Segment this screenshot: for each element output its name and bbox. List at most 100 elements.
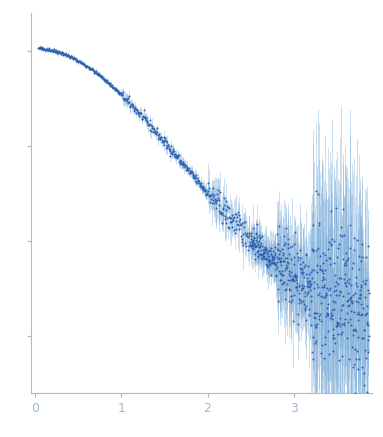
Point bbox=[325, 301, 331, 308]
Point bbox=[295, 254, 301, 261]
Point bbox=[83, 63, 90, 70]
Point bbox=[172, 150, 178, 157]
Point bbox=[258, 246, 264, 253]
Point bbox=[324, 305, 330, 312]
Point bbox=[282, 240, 288, 247]
Point bbox=[327, 315, 334, 322]
Point bbox=[263, 254, 269, 261]
Point bbox=[345, 318, 351, 325]
Point bbox=[286, 268, 292, 275]
Point bbox=[68, 52, 74, 59]
Point bbox=[228, 218, 234, 225]
Point bbox=[307, 277, 313, 284]
Point bbox=[297, 260, 303, 267]
Point bbox=[165, 142, 171, 149]
Point bbox=[150, 125, 156, 132]
Point bbox=[183, 166, 190, 173]
Point bbox=[359, 310, 365, 317]
Point bbox=[214, 191, 220, 198]
Point bbox=[302, 292, 308, 299]
Point bbox=[90, 67, 96, 74]
Point bbox=[118, 92, 124, 99]
Point bbox=[87, 65, 93, 72]
Point bbox=[363, 310, 369, 317]
Point bbox=[344, 257, 350, 264]
Point bbox=[315, 191, 321, 198]
Point bbox=[109, 84, 115, 91]
Point bbox=[251, 234, 257, 241]
Point bbox=[124, 95, 130, 102]
Point bbox=[283, 254, 290, 261]
Point bbox=[236, 212, 242, 218]
Point bbox=[316, 221, 322, 228]
Point bbox=[190, 172, 196, 179]
Point bbox=[260, 251, 266, 258]
Point bbox=[325, 246, 331, 253]
Point bbox=[85, 63, 91, 70]
Point bbox=[329, 307, 336, 314]
Point bbox=[58, 50, 64, 57]
Point bbox=[119, 91, 125, 98]
Point bbox=[78, 59, 84, 66]
Point bbox=[362, 312, 368, 319]
Point bbox=[285, 241, 291, 248]
Point bbox=[273, 265, 279, 272]
Point bbox=[73, 55, 79, 62]
Point bbox=[164, 144, 170, 151]
Point bbox=[93, 69, 99, 76]
Point bbox=[171, 147, 177, 154]
Point bbox=[276, 250, 282, 257]
Point bbox=[139, 115, 145, 122]
Point bbox=[292, 272, 298, 279]
Point bbox=[229, 218, 236, 225]
Point bbox=[204, 190, 210, 197]
Point bbox=[144, 117, 150, 124]
Point bbox=[321, 284, 327, 291]
Point bbox=[301, 301, 307, 308]
Point bbox=[112, 85, 118, 92]
Point bbox=[314, 320, 320, 327]
Point bbox=[221, 195, 227, 202]
Point bbox=[243, 232, 249, 239]
Point bbox=[287, 287, 293, 294]
Point bbox=[66, 53, 72, 60]
Point bbox=[120, 89, 126, 96]
Point bbox=[265, 263, 271, 270]
Point bbox=[319, 284, 325, 291]
Point bbox=[57, 49, 63, 56]
Point bbox=[152, 129, 158, 136]
Point bbox=[366, 289, 372, 296]
Point bbox=[45, 47, 51, 54]
Point bbox=[280, 251, 286, 258]
Point bbox=[299, 284, 305, 291]
Point bbox=[360, 335, 366, 342]
Point bbox=[259, 256, 265, 263]
Point bbox=[331, 305, 337, 312]
Point bbox=[202, 187, 208, 194]
Point bbox=[287, 272, 293, 279]
Point bbox=[84, 62, 90, 69]
Point bbox=[215, 187, 221, 194]
Point bbox=[316, 262, 322, 269]
Point bbox=[266, 259, 272, 266]
Point bbox=[252, 242, 258, 249]
Point bbox=[204, 190, 210, 197]
Point bbox=[95, 71, 101, 78]
Point bbox=[66, 53, 72, 60]
Point bbox=[341, 232, 347, 239]
Point bbox=[216, 201, 223, 208]
Point bbox=[166, 146, 172, 153]
Point bbox=[253, 243, 259, 250]
Point bbox=[339, 328, 345, 335]
Point bbox=[342, 271, 349, 278]
Point bbox=[269, 257, 275, 264]
Point bbox=[323, 289, 329, 296]
Point bbox=[38, 44, 44, 51]
Point bbox=[41, 45, 47, 52]
Point bbox=[101, 76, 107, 83]
Point bbox=[60, 52, 66, 59]
Point bbox=[171, 150, 177, 157]
Point bbox=[179, 160, 185, 166]
Point bbox=[248, 229, 254, 236]
Point bbox=[233, 211, 239, 218]
